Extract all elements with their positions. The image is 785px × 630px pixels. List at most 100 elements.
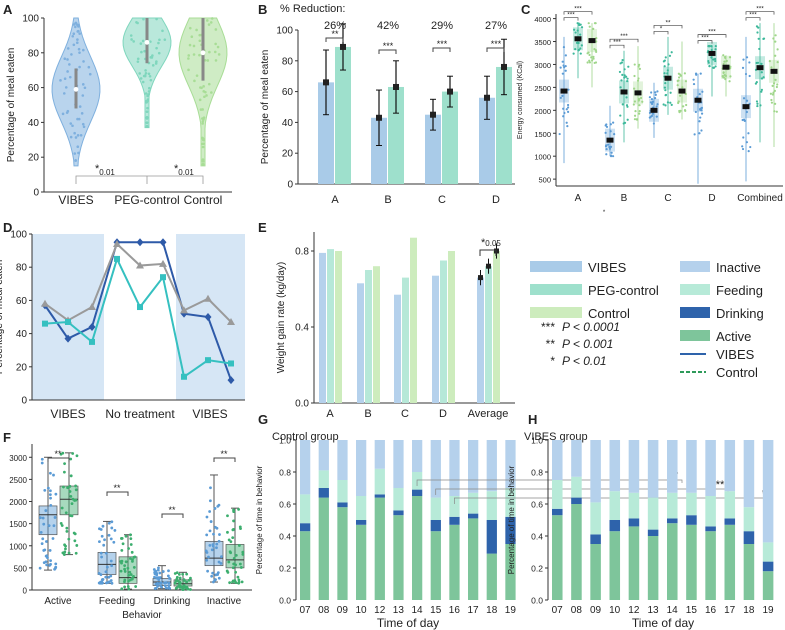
- panel-e: E 0.0 0.4 0.8 Weight gain rate (kg/day) A B C D A…: [258, 220, 515, 420]
- box-point: [100, 534, 104, 538]
- y-tick-label: 0.0: [295, 399, 309, 410]
- box-point: [231, 536, 235, 540]
- x-tick-label: 14: [411, 605, 423, 616]
- box-point: [99, 551, 103, 555]
- violin-point: [132, 40, 135, 43]
- violin-point: [72, 32, 76, 36]
- violin-point: [147, 72, 151, 76]
- x-tick-label: 16: [449, 605, 461, 616]
- strip-point: [728, 56, 732, 59]
- violin-point: [77, 23, 80, 27]
- strip-point: [650, 101, 654, 105]
- box-point: [158, 571, 162, 575]
- strip-point: [575, 41, 579, 45]
- box-point: [70, 514, 74, 518]
- box-point: [181, 572, 185, 576]
- box-point: [98, 527, 101, 531]
- sig-bracket: [213, 457, 236, 462]
- bar-peg-control: [402, 277, 409, 403]
- strip-point: [650, 91, 653, 94]
- y-tick-label: 60: [282, 87, 294, 98]
- strip-point: [577, 41, 580, 45]
- x-tick-label: 12: [628, 605, 640, 616]
- box-point: [46, 556, 49, 560]
- violin-point: [157, 41, 160, 45]
- marker-triangle: [41, 299, 49, 307]
- y-axis-label: Weight gain rate (kg/day): [276, 262, 287, 374]
- box-point: [167, 581, 171, 585]
- strip-point: [683, 109, 687, 112]
- panel-letter-b: B: [258, 2, 267, 17]
- group-label: VIBES: [50, 407, 85, 421]
- segment-active: [300, 531, 311, 600]
- strip-point: [773, 89, 777, 92]
- box-point: [208, 529, 212, 533]
- box-point: [157, 576, 161, 580]
- strip-point: [669, 101, 672, 104]
- violin-point: [138, 72, 142, 75]
- box-point: [63, 550, 67, 554]
- violin-point: [187, 54, 191, 57]
- segment-drinking: [705, 526, 716, 532]
- legend-label: Inactive: [716, 260, 761, 275]
- box-point: [168, 576, 171, 580]
- box-point: [74, 484, 78, 488]
- legend-swatch-drinking: [680, 307, 710, 318]
- strip-point: [641, 100, 644, 103]
- box-point: [215, 542, 219, 546]
- y-tick-label: 0: [287, 180, 293, 191]
- violin-point: [201, 117, 204, 120]
- sig-bracket: [697, 34, 727, 38]
- segment-active: [724, 524, 736, 600]
- violin-point: [62, 92, 66, 95]
- box-point: [177, 572, 181, 576]
- box-point: [218, 533, 221, 536]
- violin-point: [81, 122, 85, 126]
- strip-point: [699, 72, 702, 75]
- violin-point: [63, 77, 67, 81]
- strip-point: [741, 66, 745, 69]
- box-point: [48, 549, 52, 552]
- sig-bracket: [653, 25, 683, 29]
- pvalue-stars: *: [550, 354, 555, 368]
- segment-drinking: [486, 520, 497, 554]
- mean-marker: [393, 83, 399, 90]
- box-point: [166, 574, 170, 578]
- strip-point: [742, 97, 746, 100]
- segment-inactive: [393, 440, 404, 488]
- box-point: [64, 511, 68, 515]
- strip-point: [708, 45, 711, 48]
- box-point: [213, 507, 217, 510]
- strip-point: [610, 151, 613, 154]
- box-point: [167, 584, 171, 588]
- box-point: [110, 581, 114, 585]
- box-point: [232, 556, 236, 560]
- segment-drinking: [647, 529, 659, 536]
- box-point: [101, 577, 105, 581]
- x-tick-label: VIBES: [58, 193, 93, 207]
- bar-peg-control: [440, 260, 447, 403]
- strip-point: [722, 76, 726, 79]
- violin-point: [61, 112, 65, 116]
- y-tick-label: 100: [10, 230, 27, 241]
- reduction-title: % Reduction:: [280, 3, 345, 15]
- marker-triangle: [159, 259, 167, 267]
- box-point: [67, 551, 71, 555]
- y-tick-label: 0.2: [531, 564, 543, 574]
- segment-active: [705, 531, 716, 600]
- sig-bracket: [416, 479, 683, 486]
- bar-peg-control: [335, 46, 351, 184]
- violin-point: [140, 50, 143, 54]
- violin-point: [143, 49, 146, 53]
- strip-point: [756, 31, 759, 34]
- box-point: [167, 569, 170, 573]
- violin-point: [77, 47, 81, 51]
- segment-active: [609, 531, 621, 600]
- strip-point: [590, 59, 594, 62]
- strip-point: [621, 73, 624, 76]
- box-point: [41, 537, 45, 541]
- box-point: [121, 542, 125, 546]
- strip-point: [774, 102, 777, 105]
- marker-triangle: [113, 239, 121, 247]
- box-point: [156, 584, 159, 588]
